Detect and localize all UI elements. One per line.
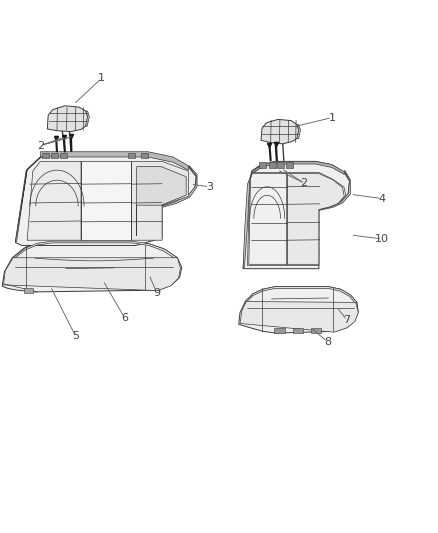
Polygon shape [286, 162, 293, 167]
Text: 8: 8 [324, 337, 331, 347]
Polygon shape [27, 161, 81, 240]
Polygon shape [131, 161, 188, 240]
Polygon shape [243, 161, 350, 269]
Polygon shape [51, 152, 58, 158]
Polygon shape [243, 166, 261, 268]
Text: 5: 5 [72, 330, 79, 341]
Text: 6: 6 [121, 313, 128, 323]
Polygon shape [239, 287, 358, 333]
Text: 1: 1 [328, 112, 336, 123]
Text: 4: 4 [378, 193, 385, 204]
Polygon shape [60, 152, 67, 158]
Polygon shape [311, 328, 321, 333]
Polygon shape [24, 287, 33, 293]
Polygon shape [13, 241, 177, 260]
Text: 1: 1 [98, 73, 105, 83]
Text: 9: 9 [153, 288, 160, 298]
Polygon shape [277, 162, 284, 167]
Polygon shape [2, 241, 182, 292]
Polygon shape [274, 328, 285, 333]
Polygon shape [252, 161, 344, 174]
Polygon shape [141, 152, 148, 158]
Polygon shape [137, 167, 186, 236]
Polygon shape [269, 162, 276, 167]
Polygon shape [47, 106, 88, 132]
Text: 3: 3 [206, 182, 213, 192]
Text: 2: 2 [300, 178, 307, 188]
Polygon shape [287, 174, 344, 264]
Polygon shape [128, 152, 135, 158]
Polygon shape [40, 152, 188, 170]
Polygon shape [42, 152, 49, 158]
Polygon shape [245, 287, 357, 304]
Polygon shape [15, 157, 40, 243]
Polygon shape [249, 174, 287, 264]
Polygon shape [240, 302, 358, 332]
Polygon shape [162, 166, 197, 207]
Polygon shape [261, 119, 299, 144]
Polygon shape [85, 111, 89, 126]
Text: 7: 7 [343, 315, 350, 325]
Polygon shape [297, 125, 300, 139]
Polygon shape [4, 258, 180, 290]
Polygon shape [15, 152, 196, 246]
Text: 2: 2 [37, 141, 44, 151]
Polygon shape [293, 328, 303, 333]
Polygon shape [259, 162, 266, 167]
Polygon shape [247, 172, 346, 265]
Polygon shape [81, 161, 131, 240]
Polygon shape [319, 170, 350, 211]
Text: 10: 10 [375, 234, 389, 244]
